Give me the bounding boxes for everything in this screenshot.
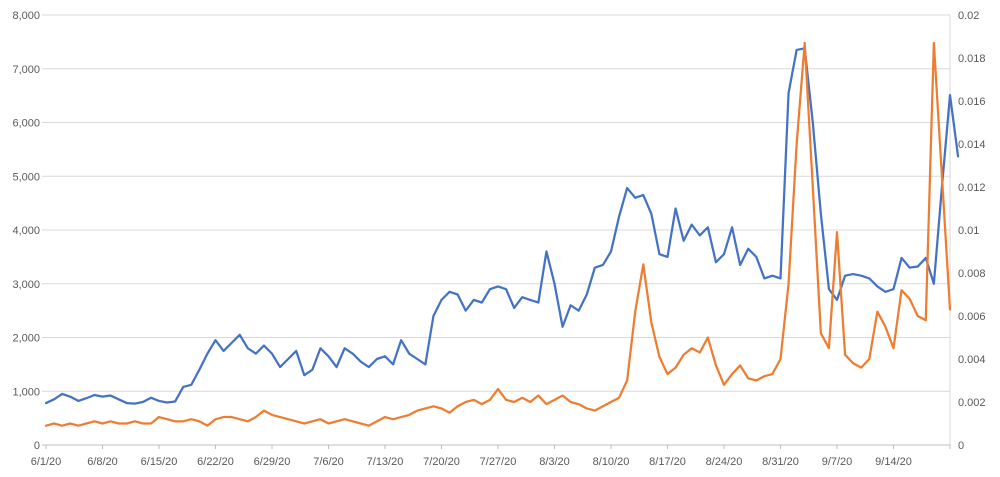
x-axis-label: 8/10/20 xyxy=(593,456,630,468)
y-axis-label-right: 0.008 xyxy=(958,268,986,280)
chart-title-clipped: ▄▄▄▄ ▄▄▄▄▄▄ ▄▄▄▄▄ ▄▄ ▄▄▄▄▄▄ ▄▄▄ xyxy=(0,0,1000,5)
y-axis-label-left: 0 xyxy=(34,440,40,452)
y-axis-label-right: 0.02 xyxy=(958,10,979,22)
x-axis-label: 6/29/20 xyxy=(254,456,291,468)
x-axis-label: 7/27/20 xyxy=(480,456,517,468)
y-axis-label-right: 0.01 xyxy=(958,225,979,237)
y-axis-label-right: 0.016 xyxy=(958,96,986,108)
x-axis-label: 8/24/20 xyxy=(706,456,743,468)
x-axis-label: 7/6/20 xyxy=(313,456,344,468)
series-line-blue xyxy=(44,47,960,405)
y-axis-label-left: 1,000 xyxy=(12,386,40,398)
x-axis-label: 9/14/20 xyxy=(875,456,912,468)
x-axis-label: 7/20/20 xyxy=(423,456,460,468)
y-axis-label-left: 3,000 xyxy=(12,279,40,291)
y-axis-label-right: 0.006 xyxy=(958,311,986,323)
y-axis-label-right: 0.018 xyxy=(958,53,986,65)
x-axis-label: 6/8/20 xyxy=(87,456,118,468)
x-axis-label: 8/3/20 xyxy=(539,456,570,468)
y-axis-label-left: 5,000 xyxy=(12,171,40,183)
y-axis-label-left: 7,000 xyxy=(12,64,40,76)
x-axis-label: 6/1/20 xyxy=(31,456,62,468)
y-axis-label-left: 6,000 xyxy=(12,118,40,130)
y-axis-label-right: 0 xyxy=(958,440,964,452)
y-axis-label-right: 0.002 xyxy=(958,397,986,409)
x-axis-label: 6/15/20 xyxy=(141,456,178,468)
x-axis-label: 8/31/20 xyxy=(762,456,799,468)
x-axis-label: 8/17/20 xyxy=(649,456,686,468)
y-axis-label-left: 4,000 xyxy=(12,225,40,237)
x-axis-label: 7/13/20 xyxy=(367,456,404,468)
x-axis-label: 9/7/20 xyxy=(822,456,853,468)
y-axis-label-right: 0.012 xyxy=(958,182,986,194)
x-axis-label: 6/22/20 xyxy=(197,456,234,468)
chart-title-clipped-text: ▄▄▄▄ ▄▄▄▄▄▄ ▄▄▄▄▄ ▄▄ ▄▄▄▄▄▄ ▄▄▄ xyxy=(320,0,679,5)
y-axis-label-left: 8,000 xyxy=(12,10,40,22)
y-axis-label-left: 2,000 xyxy=(12,333,40,345)
series-line-orange xyxy=(44,41,952,427)
y-axis-label-right: 0.014 xyxy=(958,139,986,151)
y-axis-label-right: 0.004 xyxy=(958,354,986,366)
